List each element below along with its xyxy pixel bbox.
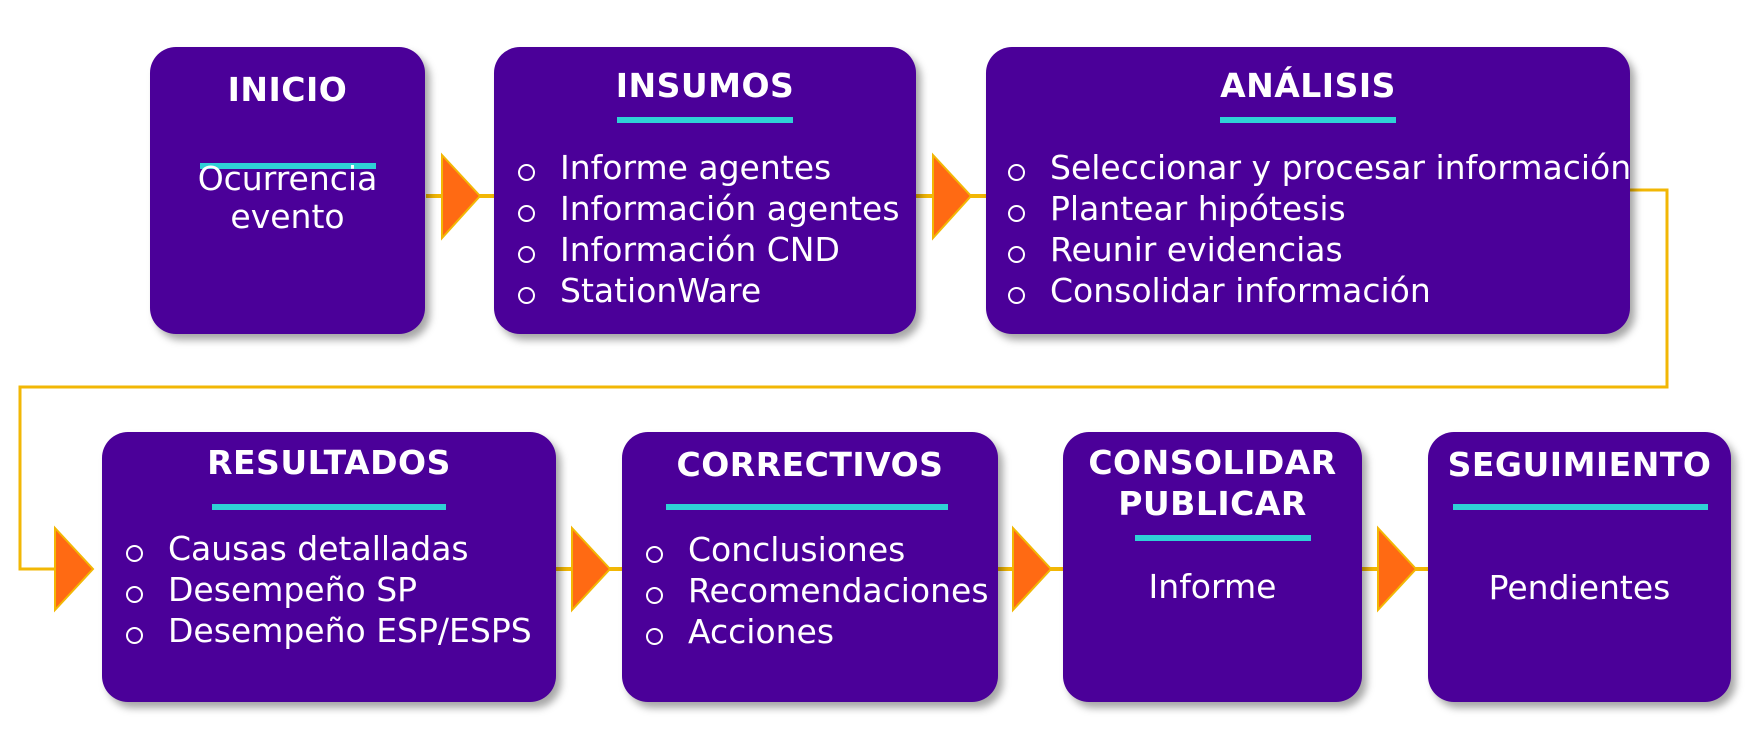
step-resultados: RESULTADOS Causas detalladas Desempeño S… — [102, 432, 556, 702]
wrap-connector-line — [18, 188, 1669, 571]
step-title: RESULTADOS — [207, 443, 451, 482]
step-title: INICIO — [227, 70, 348, 109]
list-item: Desempeño ESP/ESPS — [126, 610, 532, 651]
step-title: CORRECTIVOS — [676, 445, 944, 484]
step-title: CONSOLIDAR PUBLICAR — [1063, 442, 1362, 524]
list-item: Desempeño SP — [126, 569, 532, 610]
step-title-line: CONSOLIDAR — [1088, 443, 1337, 482]
list-item: Información CND — [518, 229, 900, 270]
step-description: Ocurrencia evento — [150, 160, 425, 236]
step-correctivos: CORRECTIVOS Conclusiones Recomendaciones… — [622, 432, 998, 702]
step-insumos: INSUMOS Informe agentes Información agen… — [494, 47, 916, 334]
step-item-list: Informe agentes Información agentes Info… — [518, 147, 900, 311]
title-underline — [200, 163, 376, 169]
arrow-right-icon — [54, 525, 95, 613]
step-title-line: PUBLICAR — [1118, 484, 1307, 523]
title-underline — [666, 504, 948, 510]
title-underline — [1453, 504, 1708, 510]
step-description-line: Ocurrencia — [197, 159, 378, 198]
step-title: INSUMOS — [615, 66, 795, 105]
list-item: Reunir evidencias — [1008, 229, 1631, 270]
list-item: Causas detalladas — [126, 528, 532, 569]
step-item-list: Conclusiones Recomendaciones Acciones — [646, 529, 989, 652]
arrow-right-icon — [932, 152, 973, 241]
arrow-right-icon — [571, 525, 612, 613]
arrow-right-icon — [1012, 525, 1053, 613]
list-item: Recomendaciones — [646, 570, 989, 611]
step-title: SEGUIMIENTO — [1447, 445, 1712, 484]
list-item: Información agentes — [518, 188, 900, 229]
arrow-right-icon — [441, 152, 482, 241]
step-description-line: evento — [230, 197, 345, 236]
step-item-list: Causas detalladas Desempeño SP Desempeño… — [126, 528, 532, 651]
list-item: Conclusiones — [646, 529, 989, 570]
list-item: Seleccionar y procesar información — [1008, 147, 1631, 188]
list-item: Plantear hipótesis — [1008, 188, 1631, 229]
title-underline — [212, 504, 446, 510]
list-item: Consolidar información — [1008, 270, 1631, 311]
step-item-list: Seleccionar y procesar información Plant… — [1008, 147, 1631, 311]
step-consolidar-publicar: CONSOLIDAR PUBLICAR Informe — [1063, 432, 1362, 702]
list-item: Acciones — [646, 611, 989, 652]
step-analisis: ANÁLISIS Seleccionar y procesar informac… — [986, 47, 1631, 334]
step-title: ANÁLISIS — [1220, 66, 1396, 105]
arrow-right-icon — [1377, 525, 1418, 613]
title-underline — [1135, 535, 1311, 541]
list-item: Informe agentes — [518, 147, 900, 188]
step-description: Pendientes — [1488, 568, 1671, 607]
title-underline — [617, 117, 793, 123]
step-description: Informe — [1148, 567, 1277, 606]
step-seguimiento: SEGUIMIENTO Pendientes — [1428, 432, 1731, 702]
title-underline — [1220, 117, 1396, 123]
list-item: StationWare — [518, 270, 900, 311]
step-inicio: INICIO Ocurrencia evento — [150, 47, 425, 334]
